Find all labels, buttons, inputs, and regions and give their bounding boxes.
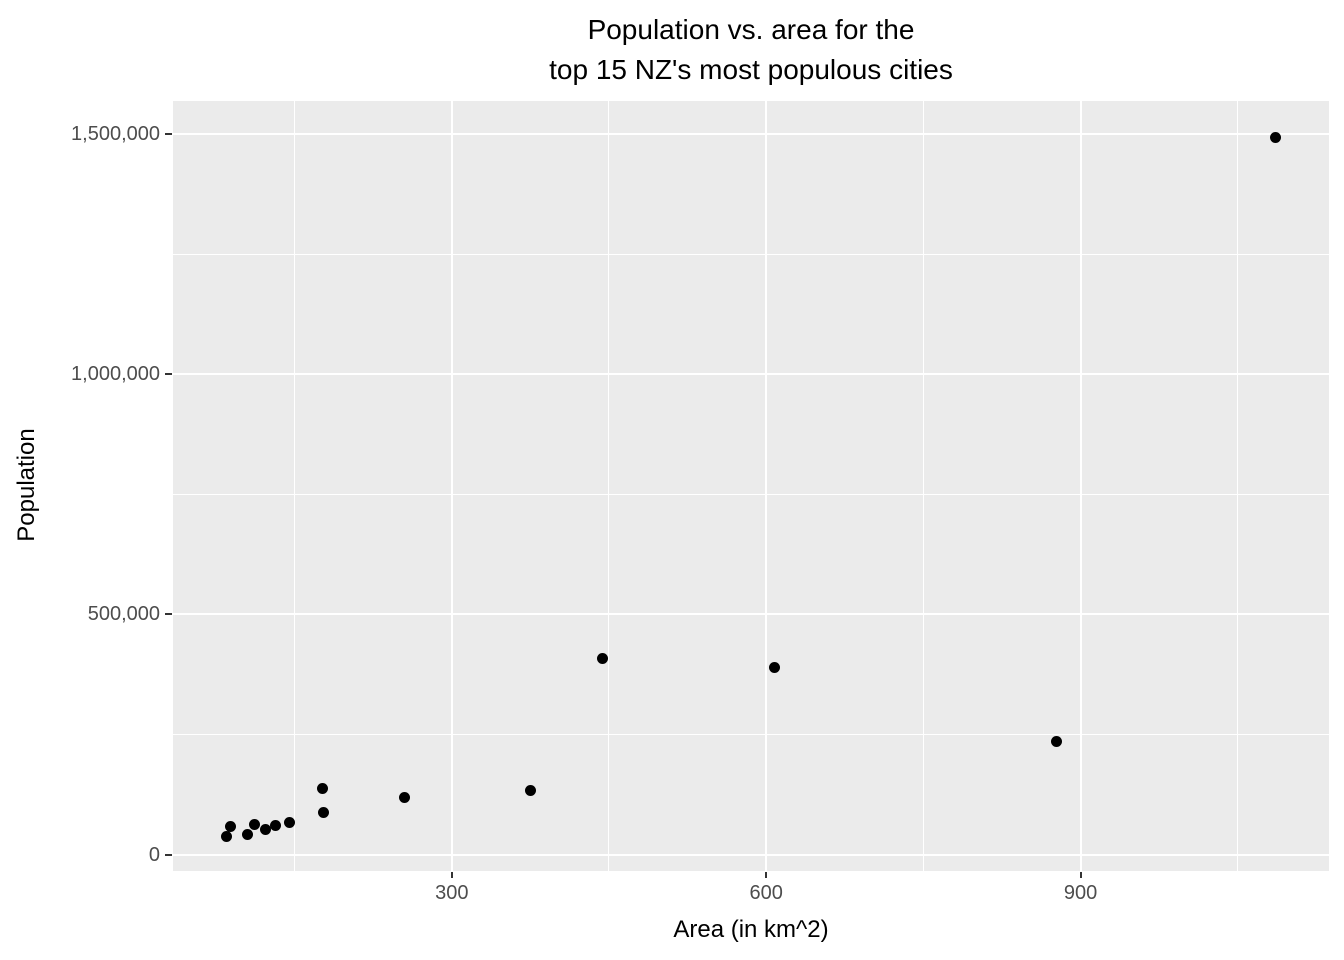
plot-panel (173, 101, 1329, 871)
plot-title: Population vs. area for the top 15 NZ's … (173, 10, 1329, 90)
data-point (270, 819, 282, 831)
y-tick-label: 0 (148, 843, 160, 866)
plot-title-line1: Population vs. area for the (587, 14, 915, 45)
x-minor-gridline (1237, 101, 1239, 871)
y-major-gridline (173, 133, 1329, 136)
y-major-gridline (173, 373, 1329, 376)
y-tick-mark (165, 373, 172, 376)
y-axis-title: Population (13, 428, 40, 542)
x-major-gridline (1079, 101, 1082, 871)
x-axis-title: Area (in km^2) (673, 916, 829, 943)
y-tick-label: 500,000 (87, 603, 160, 626)
x-major-gridline (450, 101, 453, 871)
y-minor-gridline (173, 734, 1329, 736)
x-tick-label: 300 (435, 882, 469, 904)
x-minor-gridline (294, 101, 296, 871)
x-tick-mark (765, 872, 768, 878)
data-point (241, 828, 253, 840)
y-tick-mark (165, 133, 172, 136)
x-tick-mark (1079, 872, 1082, 878)
data-point (769, 661, 781, 673)
data-point (317, 783, 329, 795)
x-tick-label: 600 (749, 882, 783, 904)
data-point (259, 823, 271, 835)
y-tick-mark (165, 853, 172, 856)
x-tick-label: 900 (1063, 882, 1098, 904)
x-major-gridline (765, 101, 768, 871)
y-major-gridline (173, 613, 1329, 616)
data-point (225, 820, 237, 832)
data-point (220, 830, 232, 842)
data-point (1270, 131, 1282, 143)
y-tick-label: 1,500,000 (71, 123, 160, 146)
y-tick-label: 1,000,000 (71, 363, 160, 386)
y-minor-gridline (173, 253, 1329, 255)
data-point (318, 807, 330, 819)
data-point (399, 791, 411, 803)
data-point (524, 785, 536, 797)
x-tick-mark (450, 872, 453, 878)
data-point (249, 818, 261, 830)
y-minor-gridline (173, 493, 1329, 495)
plot-title-line2: top 15 NZ's most populous cities (549, 54, 953, 85)
y-tick-mark (165, 613, 172, 616)
data-point (597, 653, 609, 665)
x-minor-gridline (922, 101, 924, 871)
x-minor-gridline (608, 101, 610, 871)
y-major-gridline (173, 853, 1329, 856)
data-point (283, 816, 295, 828)
data-point (1051, 736, 1062, 748)
